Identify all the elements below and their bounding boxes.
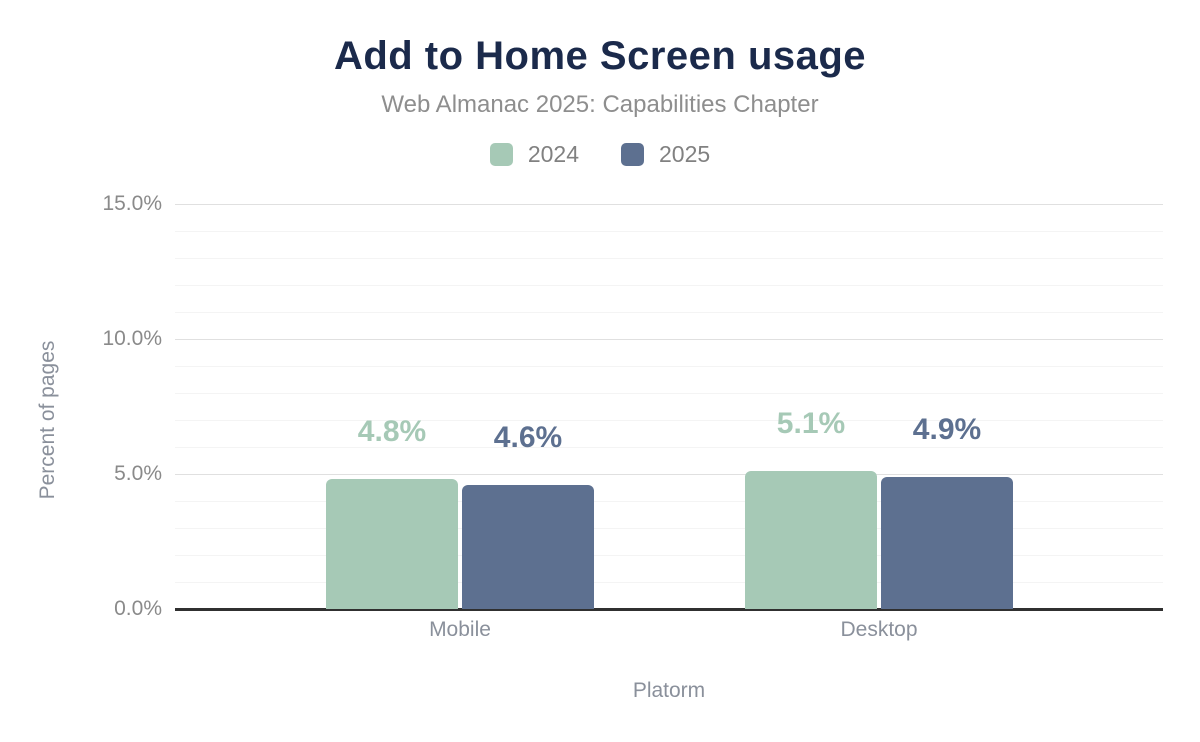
minor-gridline — [175, 393, 1163, 394]
y-tick-label: 5.0% — [114, 462, 162, 485]
legend: 2024 2025 — [0, 141, 1200, 168]
bar-value-label: 4.8% — [357, 415, 427, 449]
legend-swatch-icon — [621, 143, 644, 166]
major-gridline — [175, 474, 1163, 475]
chart-subtitle: Web Almanac 2025: Capabilities Chapter — [381, 91, 819, 118]
minor-gridline — [175, 528, 1163, 529]
major-gridline — [175, 204, 1163, 205]
x-category-label: Desktop — [840, 618, 918, 641]
major-gridline — [175, 339, 1163, 340]
minor-gridline — [175, 420, 1163, 421]
legend-label: 2024 — [527, 141, 579, 167]
legend-item-2024[interactable]: 2024 — [489, 141, 579, 168]
legend-label: 2025 — [659, 141, 711, 167]
legend-item-2025[interactable]: 2025 — [621, 141, 710, 168]
y-axis-title: Percent of pages — [36, 340, 59, 500]
minor-gridline — [175, 312, 1163, 313]
bar-2025-mobile — [462, 484, 594, 609]
bar-value-label: 4.9% — [912, 412, 982, 446]
minor-gridline — [175, 258, 1163, 259]
minor-gridline — [175, 366, 1163, 367]
legend-swatch-icon — [489, 143, 513, 166]
chart-title: Add to Home Screen usage — [333, 34, 867, 78]
minor-gridline — [175, 555, 1163, 556]
bar-value-label: 4.6% — [493, 420, 563, 454]
y-tick-label: 0.0% — [114, 597, 162, 620]
minor-gridline — [175, 447, 1163, 448]
x-axis-line — [175, 608, 1163, 611]
bar-2024-mobile — [326, 479, 458, 609]
y-tick-label: 15.0% — [102, 192, 162, 215]
bar-value-label: 5.1% — [776, 407, 846, 441]
minor-gridline — [175, 285, 1163, 286]
y-tick-label: 10.0% — [102, 327, 162, 350]
bar-2024-desktop — [745, 471, 877, 609]
minor-gridline — [175, 582, 1163, 583]
x-category-label: Mobile — [429, 618, 491, 641]
minor-gridline — [175, 501, 1163, 502]
bar-2025-desktop — [881, 476, 1013, 609]
minor-gridline — [175, 231, 1163, 232]
x-axis-title: Platorm — [632, 679, 706, 702]
